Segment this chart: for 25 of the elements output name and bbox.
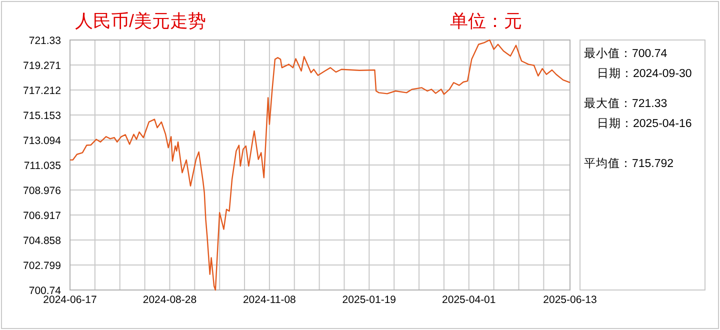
chart-title: 人民币/美元走势 bbox=[75, 11, 206, 31]
x-tick-label: 2024-08-28 bbox=[142, 294, 197, 306]
y-tick-label: 717.212 bbox=[23, 85, 62, 97]
text: 平均值：715.792 bbox=[584, 157, 674, 170]
y-tick-label: 702.799 bbox=[23, 260, 62, 272]
text: 最大值：721.33 bbox=[584, 97, 668, 110]
y-tick-label: 711.035 bbox=[24, 160, 62, 172]
x-tick-label: 2025-04-01 bbox=[442, 294, 496, 306]
x-tick-label: 2024-06-17 bbox=[43, 294, 98, 306]
x-tick-label: 2025-01-19 bbox=[342, 294, 396, 306]
y-tick-label: 721.33 bbox=[28, 35, 62, 47]
x-tick-label: 2024-11-08 bbox=[242, 294, 296, 306]
text: 最小值：700.74 bbox=[584, 47, 668, 60]
y-tick-label: 715.153 bbox=[23, 110, 62, 122]
y-tick-label: 706.917 bbox=[23, 210, 62, 222]
text: 日期：2025-04-16 bbox=[597, 117, 692, 130]
y-tick-label: 719.271 bbox=[23, 60, 62, 72]
text: 日期：2024-09-30 bbox=[597, 67, 692, 80]
x-tick-label: 2025-06-13 bbox=[543, 294, 598, 306]
chart-subtitle: 单位：元 bbox=[450, 11, 522, 31]
line-series bbox=[69, 39, 571, 291]
y-tick-label: 713.094 bbox=[23, 135, 62, 147]
y-tick-label: 700.74 bbox=[28, 285, 62, 297]
y-tick-label: 704.858 bbox=[23, 235, 62, 247]
y-tick-label: 708.976 bbox=[23, 185, 62, 197]
